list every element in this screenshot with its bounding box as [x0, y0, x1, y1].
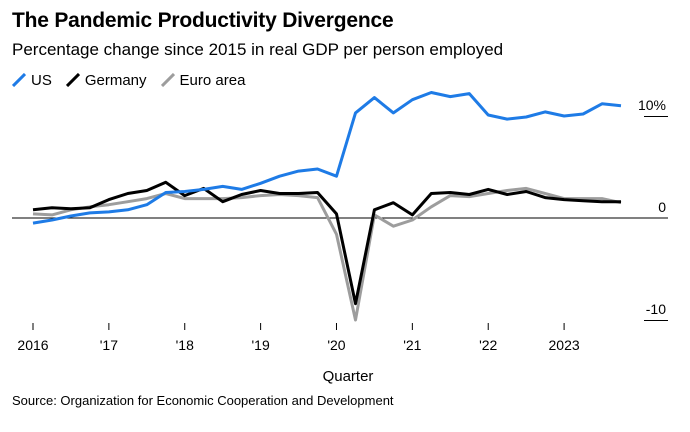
legend-swatch-euro-area	[160, 73, 175, 87]
source-note: Source: Organization for Economic Cooper…	[12, 393, 394, 408]
x-tick-label-6: '22	[479, 337, 497, 353]
x-tick-label-4: '20	[327, 337, 345, 353]
y-tick-label-0: 10%	[638, 97, 666, 113]
series-lines	[32, 91, 622, 322]
legend-item-us: US	[12, 72, 52, 89]
x-axis-label: Quarter	[323, 368, 374, 385]
legend-label-us: US	[31, 71, 52, 89]
y-tick-label-2: -10	[646, 301, 666, 317]
x-tick-label-7: 2023	[549, 337, 580, 353]
legend-swatch-germany	[65, 73, 80, 87]
x-tick-label-0: 2016	[17, 337, 48, 353]
legend-label-euro-area: Euro area	[179, 71, 246, 89]
series-line-euro-area	[32, 186, 622, 322]
x-tick-label-2: '18	[176, 337, 194, 353]
legend-label-germany: Germany	[84, 71, 147, 89]
legend-swatch-us	[12, 73, 26, 87]
legend-item-euro-area: Euro area	[160, 71, 246, 89]
y-tick-label-1: 0	[658, 199, 666, 215]
legend: US Germany Euro area	[12, 70, 259, 90]
x-tick-label-1: '17	[100, 337, 118, 353]
x-tick-label-5: '21	[403, 337, 421, 353]
chart-subtitle: Percentage change since 2015 in real GDP…	[12, 40, 504, 59]
legend-item-germany: Germany	[65, 71, 147, 89]
series-line-us	[32, 91, 622, 225]
x-tick-label-3: '19	[251, 337, 269, 353]
series-line-germany	[32, 180, 621, 306]
axes: 10% 0 -10 2016 '17 '18 '19 '20 '21 '22 2023	[12, 97, 668, 353]
chart-title: The Pandemic Productivity Divergence	[12, 9, 394, 32]
